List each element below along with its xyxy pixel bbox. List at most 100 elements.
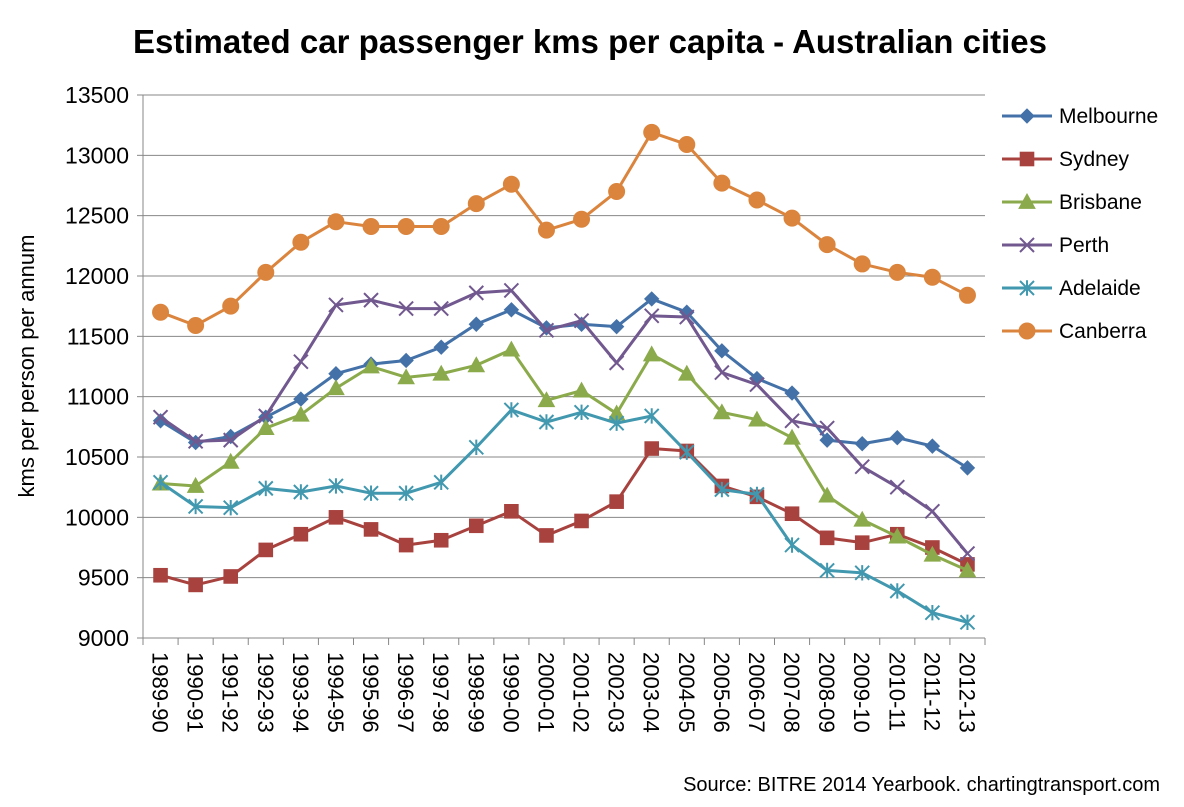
data-point [328,297,344,313]
x-tick-label: 1996-97 [393,652,418,733]
data-point [468,285,484,301]
x-tick-label: 1994-95 [323,652,348,733]
data-point [714,481,730,498]
x-tick-label: 1999-00 [498,652,523,733]
x-tick-label: 2007-08 [779,652,804,733]
data-point [398,300,414,317]
data-point [958,561,977,578]
data-point [854,535,870,550]
data-point [644,291,660,307]
data-point [292,233,310,251]
legend-item-adelaide: Adelaide [1002,277,1141,300]
data-point [923,268,941,286]
data-point [608,415,625,431]
data-point [748,191,766,209]
data-point [362,218,380,236]
data-point [432,364,451,381]
series-line [160,447,969,587]
data-point [608,355,625,371]
x-tick-label: 2004-05 [674,652,699,733]
data-point [152,303,170,321]
y-tick-label: 10500 [65,444,129,470]
series-line [160,348,969,572]
data-point [1019,237,1035,253]
data-point [888,527,907,544]
data-point [433,339,449,355]
data-point [538,322,555,339]
data-point [398,485,414,501]
data-point [924,604,941,621]
legend-item-canberra: Canberra [1002,320,1147,343]
data-point [923,545,942,562]
data-point [572,381,591,398]
y-tick-label: 13500 [65,82,129,108]
data-point [819,432,835,448]
data-point [818,486,836,503]
x-tick-label: 1992-93 [253,652,278,733]
y-tick-label: 9000 [78,625,129,651]
data-point [959,460,976,476]
data-point [293,526,309,542]
data-point [784,413,800,429]
data-point [397,218,415,236]
data-point [363,292,379,308]
data-point [257,263,275,281]
data-point [889,479,905,495]
x-tick-label: 1993-94 [288,652,313,733]
x-tick-label: 2000-01 [533,652,558,733]
y-tick-label: 10000 [65,504,129,530]
legend: Melbourne Sydney Brisbane Perth Adelaide Canb… [1002,105,1158,343]
series-line [160,130,969,327]
x-tick-label: 1989-90 [148,652,173,733]
data-point [818,236,836,254]
data-point [187,498,204,515]
y-axis-label: kms per person per annum [14,235,39,498]
data-point [642,345,661,362]
x-tick-label: 1997-98 [428,652,453,733]
data-point [188,577,203,593]
x-tick-label: 1998-99 [463,652,488,733]
x-tick-label: 2003-04 [639,652,664,733]
chart-title: Estimated car passenger kms per capita -… [133,23,1047,60]
series-adelaide [152,402,976,631]
y-tick-label: 13000 [65,142,129,168]
data-point [959,614,976,631]
data-point [468,316,484,332]
data-point [854,458,870,475]
x-tick-labels: 1989-90 1990-91 1991-92 1992-93 1993-94 1994-… [148,652,980,733]
data-point [573,210,591,228]
data-point [503,302,520,318]
data-point [398,352,414,369]
data-point [258,542,274,558]
legend-label: Sydney [1059,148,1130,171]
series-perth [152,282,976,562]
data-point [186,476,205,493]
x-tick-label: 2008-09 [814,652,839,733]
data-point [433,474,449,491]
data-point [538,414,555,430]
data-point [819,420,835,436]
data-point [1019,280,1035,296]
legend-label: Canberra [1059,320,1147,343]
y-tick-label: 11500 [67,323,129,349]
data-point [503,282,520,299]
legend-label: Melbourne [1059,105,1158,128]
data-point [222,297,240,315]
data-point [644,308,660,324]
data-point [819,562,835,579]
data-point [713,174,731,192]
data-point [958,286,976,304]
series-layer [151,123,977,631]
data-point [258,408,274,424]
data-point [327,379,345,396]
data-point [363,522,379,537]
series-brisbane [151,340,977,578]
data-point [1018,322,1036,340]
y-tick-labels: 9000 9500 10000 10500 11000 11500 12000 12500 13… [65,82,129,651]
data-point [714,364,730,381]
data-point [677,364,696,381]
legend-label: Perth [1059,234,1109,257]
y-tick-label: 12500 [65,203,129,229]
data-point [432,218,450,236]
